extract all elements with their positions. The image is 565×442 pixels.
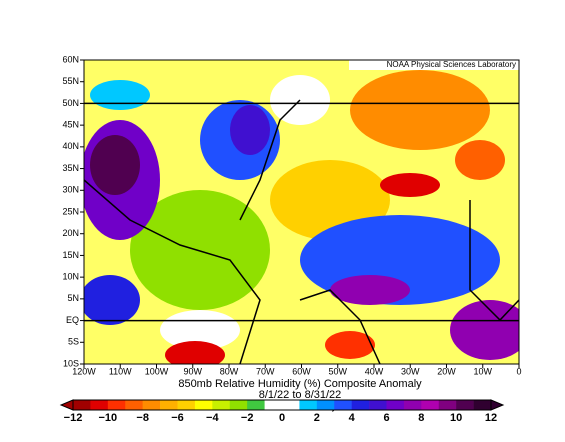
colorbar-label: −4 bbox=[206, 412, 219, 424]
lat-label: 30N bbox=[62, 185, 79, 195]
colorbar-swatch bbox=[316, 400, 335, 410]
colorbar-swatch bbox=[351, 400, 370, 410]
colorbar-label: 6 bbox=[383, 412, 389, 424]
lat-label: 45N bbox=[62, 120, 79, 130]
colorbar-swatch bbox=[369, 400, 387, 410]
colorbar-swatch bbox=[160, 400, 178, 410]
lon-label: 0 bbox=[516, 366, 521, 376]
colorbar-label: −6 bbox=[171, 412, 184, 424]
lat-label: 20N bbox=[62, 228, 79, 238]
colorbar-label: 12 bbox=[485, 412, 497, 424]
credit: NOAA Physical Sciences Laboratory bbox=[387, 60, 516, 69]
colorbar-swatch bbox=[334, 400, 352, 410]
lat-label: 60N bbox=[62, 54, 79, 64]
colorbar-swatch bbox=[264, 400, 283, 410]
colorbar-label: 4 bbox=[349, 412, 356, 424]
colorbar-arrow-right bbox=[490, 399, 505, 411]
colorbar-label: 2 bbox=[314, 412, 320, 424]
colorbar-label: 10 bbox=[450, 412, 462, 424]
colorbar-arrow-left bbox=[59, 399, 74, 411]
lon-label: 30W bbox=[401, 366, 420, 376]
colorbar-swatch bbox=[107, 400, 126, 410]
colorbar-swatch bbox=[212, 400, 231, 410]
colorbar-swatch bbox=[282, 400, 300, 410]
anomaly-field bbox=[84, 60, 519, 364]
lat-label: 35N bbox=[62, 163, 79, 173]
colorbar-frame bbox=[72, 399, 492, 411]
lon-label: 110W bbox=[109, 366, 132, 376]
lon-label: 40W bbox=[365, 366, 384, 376]
lat-label: 15N bbox=[62, 250, 79, 260]
lon-label: 50W bbox=[328, 366, 347, 376]
lat-label: 50N bbox=[62, 98, 79, 108]
colorbar-swatch bbox=[90, 400, 109, 410]
lon-label: 20W bbox=[437, 366, 456, 376]
colorbar-swatch bbox=[438, 400, 457, 410]
colorbar-label: −8 bbox=[136, 412, 149, 424]
colorbar-swatch bbox=[247, 400, 265, 410]
colorbar-swatch bbox=[403, 400, 422, 410]
colorbar-label: −12 bbox=[64, 412, 83, 424]
colorbar-swatch bbox=[299, 400, 318, 410]
colorbar-label: 8 bbox=[418, 412, 424, 424]
lat-label: 55N bbox=[62, 76, 79, 86]
colorbar-swatch bbox=[456, 400, 474, 410]
lon-label: 100W bbox=[145, 366, 169, 376]
colorbar-label: 0 bbox=[279, 412, 285, 424]
lon-label: 90W bbox=[183, 366, 202, 376]
colorbar-swatch bbox=[125, 400, 143, 410]
lat-label: 40N bbox=[62, 141, 79, 151]
latitude-axis: 60N 55N 50N 45N 40N 35N 30N 25N 20N 15N 10N 5N EQ 5S 1… bbox=[62, 54, 84, 368]
lat-label: 5N bbox=[67, 293, 79, 303]
longitude-axis: 120W 110W 100W 90W 80W 70W 60W 50W 40W 30W 20W 10W 0 bbox=[72, 364, 522, 376]
colorbar-swatch bbox=[386, 400, 405, 410]
lat-label: 25N bbox=[62, 206, 79, 216]
colorbar-swatch bbox=[73, 400, 91, 410]
colorbar-swatch bbox=[177, 400, 196, 410]
colorbar-swatch bbox=[194, 400, 213, 410]
colorbar-swatch bbox=[142, 400, 161, 410]
caption-title: 850mb Relative Humidity (%) Composite An… bbox=[178, 378, 422, 390]
colorbar-swatch bbox=[473, 400, 492, 410]
colorbar-label: −2 bbox=[241, 412, 254, 424]
colorbar-label: −10 bbox=[98, 412, 117, 424]
lat-label: EQ bbox=[66, 315, 79, 325]
lat-label: 5S bbox=[68, 337, 79, 347]
lat-label: 10S bbox=[63, 358, 79, 368]
lon-label: 80W bbox=[220, 366, 239, 376]
colorbar-swatch bbox=[229, 400, 248, 410]
caption-dates: 8/1/22 to 8/31/22 bbox=[259, 389, 342, 401]
lon-label: 70W bbox=[256, 366, 275, 376]
colorbar: −12 −10 −8 −6 −4 −2 0 2 4 6 8 10 12 bbox=[59, 399, 505, 424]
lon-label: 10W bbox=[473, 366, 492, 376]
lat-label: 10N bbox=[62, 272, 79, 282]
lon-label: 120W bbox=[72, 366, 96, 376]
lon-label: 60W bbox=[292, 366, 311, 376]
colorbar-swatch bbox=[421, 400, 440, 410]
